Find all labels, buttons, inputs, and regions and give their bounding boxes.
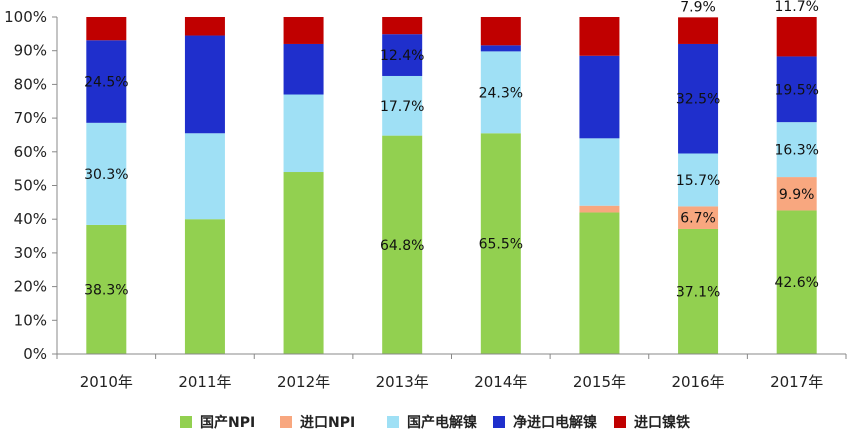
bar-segment	[579, 55, 620, 139]
bar-segment	[480, 51, 521, 134]
bar-segment	[283, 43, 324, 95]
legend-swatch	[614, 416, 626, 428]
legend-label: 进口镍铁	[634, 415, 690, 431]
y-axis: 0% 10% 20% 30% 40% 50% 60% 70% 80% 90% 100%	[4, 8, 58, 363]
bar-segment	[184, 219, 225, 354]
y-tick-label: 10%	[14, 311, 47, 329]
legend-label: 进口NPI	[300, 415, 356, 431]
bar-segment	[86, 40, 127, 123]
bar-segment	[86, 122, 127, 225]
data-label: 16.3%	[774, 143, 818, 159]
data-label: 65.5%	[479, 237, 523, 253]
bar-segment	[776, 56, 817, 123]
data-label: 64.8%	[380, 238, 424, 254]
bar-segment	[184, 133, 225, 220]
y-tick-label: 80%	[14, 75, 47, 93]
bar-segment	[382, 34, 423, 76]
bar-segment	[480, 45, 521, 52]
bar-segment	[86, 224, 127, 354]
y-tick-label: 30%	[14, 244, 47, 262]
bar-segment	[382, 135, 423, 354]
bar-segment	[579, 138, 620, 206]
legend-label: 国产电解镍	[407, 415, 477, 431]
data-label: 19.5%	[774, 82, 818, 98]
data-label: 12.4%	[380, 48, 424, 64]
x-tick-label: 2017年	[770, 373, 823, 391]
legend-swatch	[180, 416, 192, 428]
legend-item: 进口NPI	[280, 410, 355, 434]
data-labels: 38.3% 30.3% 24.5% 64.8% 17.7% 12.4% 65.5% 24.3%…	[84, 0, 819, 300]
bar-segment	[283, 17, 324, 44]
bar-segment	[776, 17, 817, 57]
legend-item: 国产NPI	[180, 410, 255, 434]
legend-item: 进口镍铁	[614, 410, 690, 434]
data-label: 17.7%	[380, 99, 424, 115]
bar-segment	[776, 210, 817, 354]
x-tick-label: 2016年	[671, 373, 724, 391]
x-tick-label: 2010年	[80, 373, 133, 391]
y-tick-label: 40%	[14, 210, 47, 228]
legend-label: 国产NPI	[200, 415, 256, 431]
data-label: 6.7%	[680, 211, 716, 227]
y-tick-label: 20%	[14, 278, 47, 296]
bar-segment	[480, 133, 521, 354]
y-tick-label: 90%	[14, 42, 47, 60]
y-tick-label: 60%	[14, 143, 47, 161]
bar-segment	[283, 172, 324, 354]
y-tick-label: 70%	[14, 109, 47, 127]
bar-segment	[678, 206, 719, 229]
data-label: 37.1%	[676, 284, 720, 300]
data-label: 15.7%	[676, 173, 720, 189]
bar-segment	[184, 17, 225, 36]
data-label: 38.3%	[84, 282, 128, 298]
data-label: 24.5%	[84, 75, 128, 91]
bar-segment	[579, 205, 620, 213]
bar-segment	[678, 153, 719, 207]
data-label: 30.3%	[84, 167, 128, 183]
legend-swatch	[493, 416, 505, 428]
bar-segment	[776, 177, 817, 211]
stacked-bar-chart: 0%10%20%30%40%50%60%70%80%90%100% 38.3%3…	[4, 0, 847, 391]
data-label: 11.7%	[774, 0, 818, 15]
bar-segment	[86, 17, 127, 41]
data-label: 7.9%	[680, 0, 716, 15]
x-tick-label: 2011年	[178, 373, 231, 391]
legend-swatch	[387, 416, 399, 428]
bar-segment	[678, 228, 719, 354]
x-axis: 2010年 2011年 2012年 2013年 2014年 2015年 2016年 2017年	[56, 353, 847, 391]
data-label: 42.6%	[774, 275, 818, 291]
bars	[86, 17, 817, 354]
legend-label: 净进口电解镍	[513, 415, 597, 431]
data-label: 32.5%	[676, 92, 720, 108]
data-label: 24.3%	[479, 85, 523, 101]
bar-segment	[579, 212, 620, 354]
data-label: 9.9%	[779, 187, 815, 203]
bar-segment	[579, 17, 620, 56]
bar-segment	[678, 43, 719, 154]
x-tick-label: 2013年	[376, 373, 429, 391]
legend-item: 国产电解镍	[387, 410, 477, 434]
x-tick-label: 2014年	[474, 373, 527, 391]
bar-segment	[480, 17, 521, 46]
y-tick-label: 100%	[4, 8, 47, 26]
y-tick-label: 0%	[23, 345, 47, 363]
y-tick-label: 50%	[14, 177, 47, 195]
legend: 国产NPI 进口NPI 国产电解镍 净进口电解镍 进口镍铁	[0, 410, 852, 436]
bar-segment	[382, 17, 423, 35]
x-tick-label: 2012年	[277, 373, 330, 391]
bar-segment	[283, 94, 324, 173]
bar-segment	[776, 122, 817, 178]
bar-segment	[184, 35, 225, 134]
bar-segment	[678, 17, 719, 44]
legend-item: 净进口电解镍	[493, 410, 597, 434]
x-tick-label: 2015年	[573, 373, 626, 391]
legend-swatch	[280, 416, 292, 428]
bar-segment	[382, 75, 423, 136]
